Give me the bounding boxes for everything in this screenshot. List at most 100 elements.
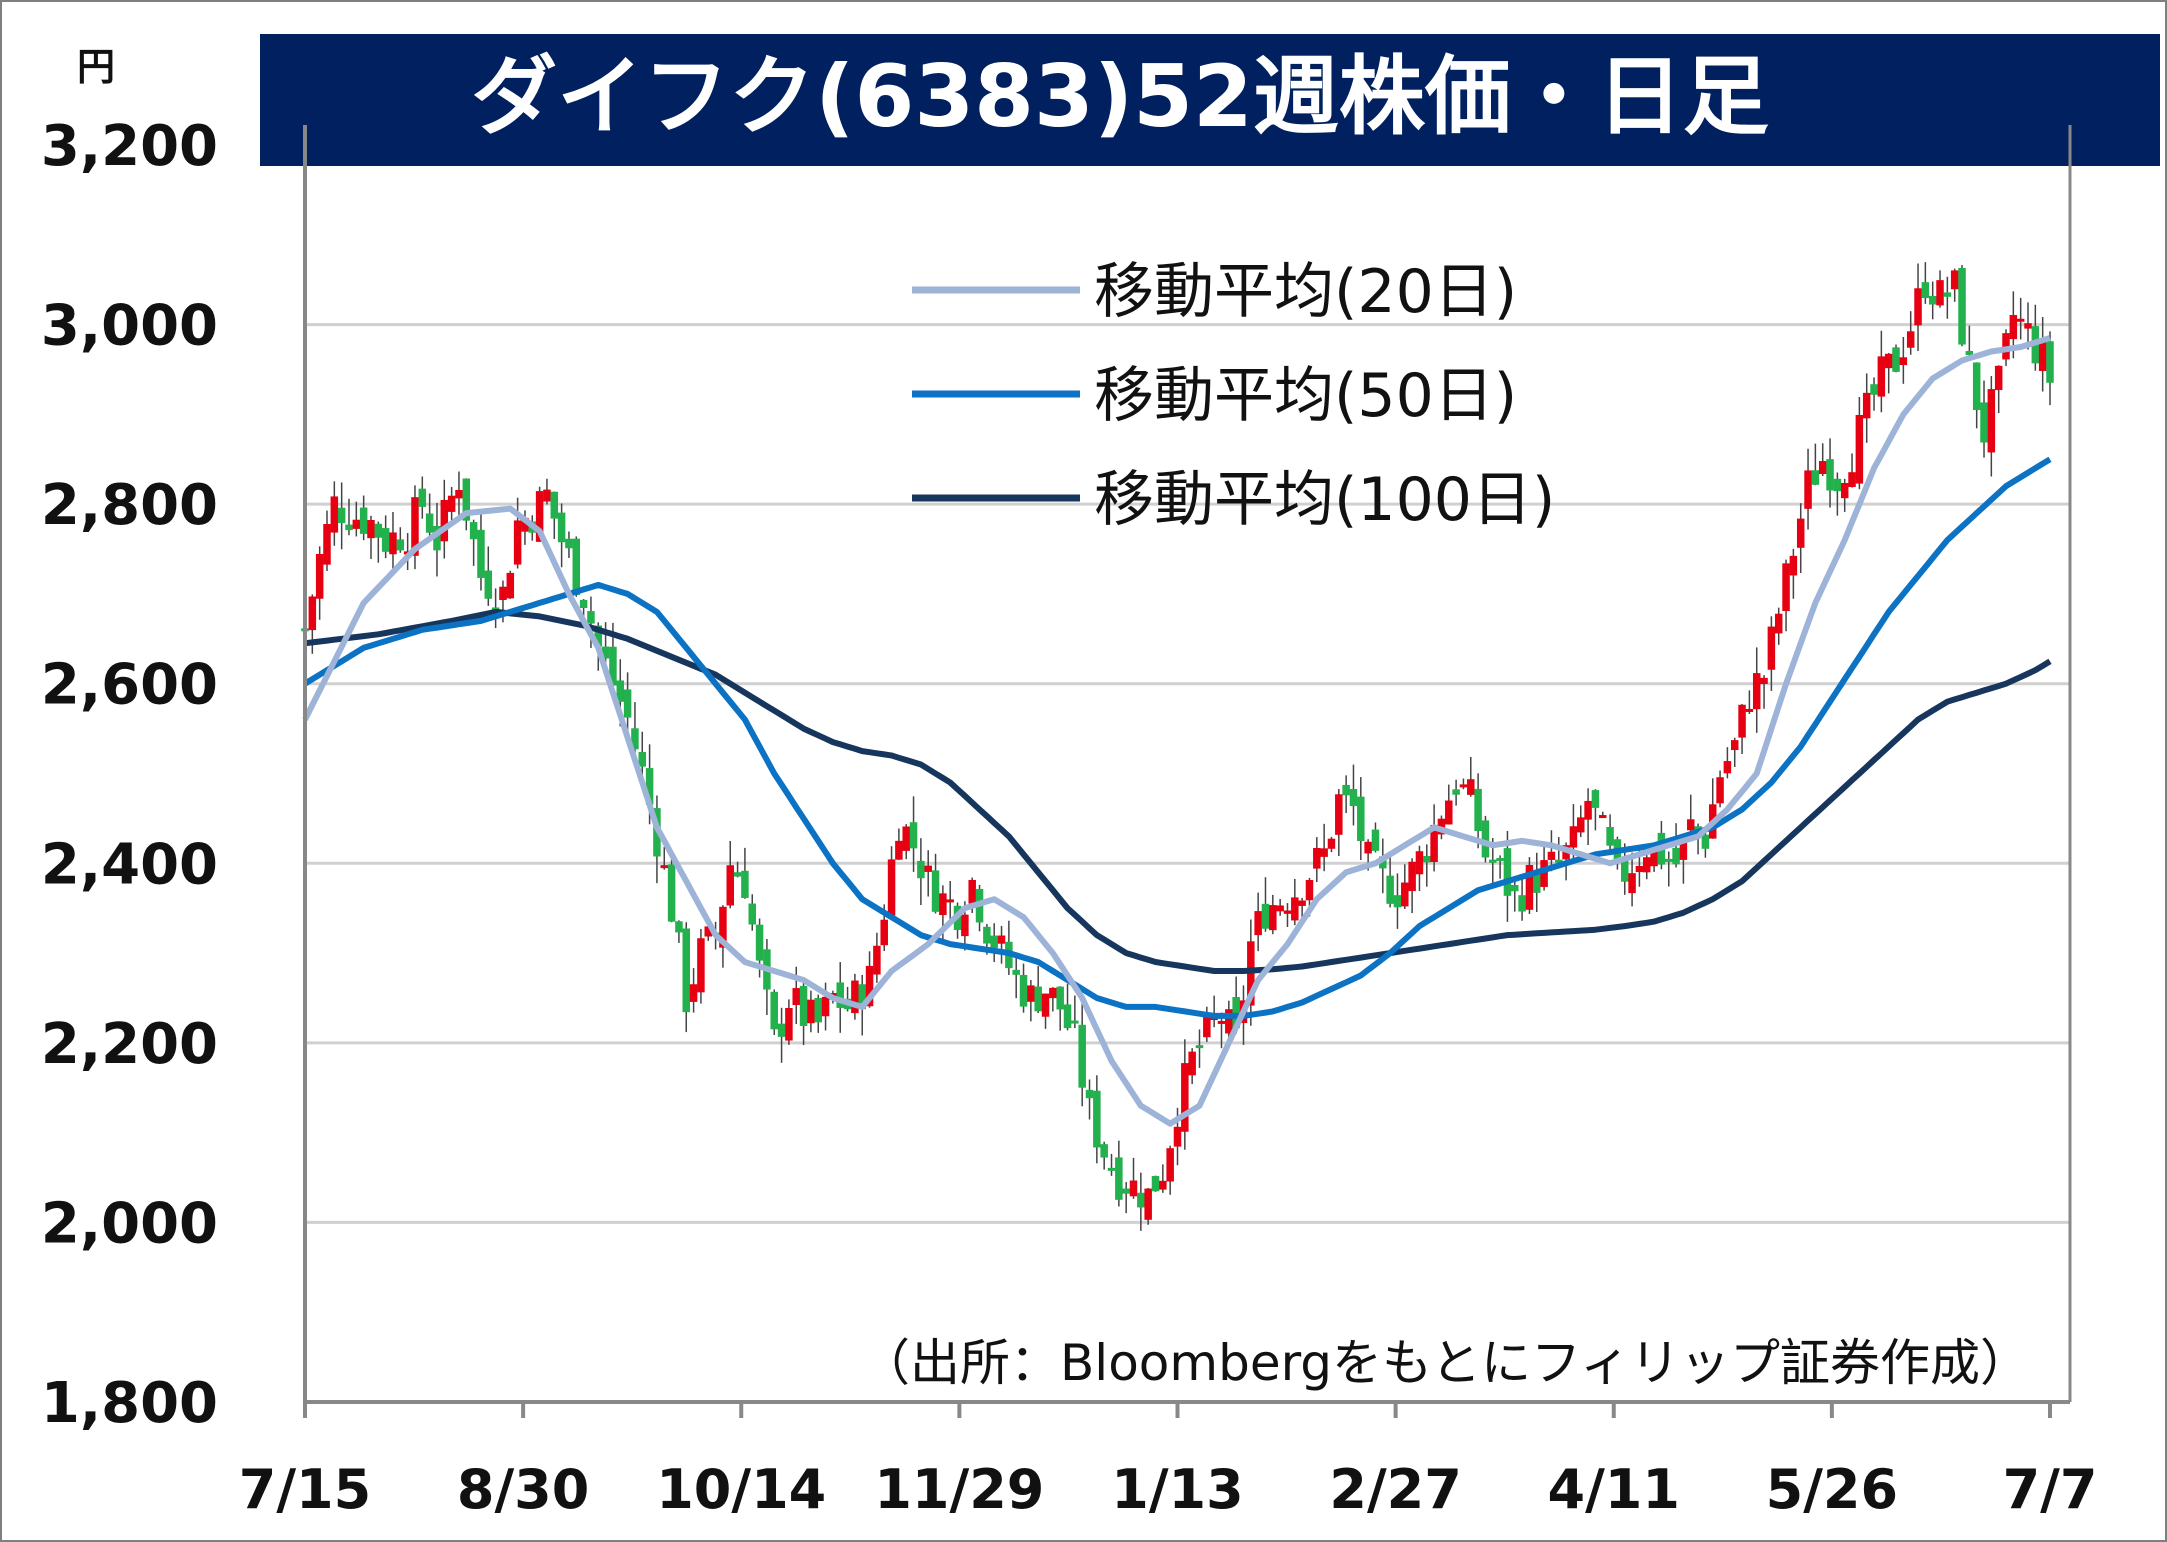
candle-body — [521, 517, 529, 532]
candle-body — [535, 491, 544, 542]
candle-body — [1144, 1188, 1152, 1220]
candle-body — [1027, 985, 1035, 1002]
candle-body — [638, 751, 647, 767]
candle-body — [1019, 974, 1028, 1007]
candle-body — [469, 522, 478, 540]
candle-body — [1129, 1180, 1138, 1197]
candle-body — [1921, 282, 1930, 299]
candle-body — [851, 980, 859, 1014]
candle-body — [1049, 987, 1057, 999]
y-tick-label: 2,000 — [41, 1191, 218, 1256]
moving-average-lines — [302, 335, 2052, 1127]
y-tick-label: 2,400 — [41, 832, 218, 897]
legend: 移動平均(20日) 移動平均(50日) 移動平均(100日) — [912, 257, 1555, 535]
candle-body — [359, 507, 368, 534]
candle-body — [1166, 1148, 1174, 1182]
candle-body — [807, 999, 815, 1024]
candle-body — [902, 826, 910, 851]
candle-body — [506, 572, 515, 599]
candle-body — [990, 935, 998, 949]
candle-body — [1789, 555, 1798, 576]
candle-body — [1642, 857, 1651, 873]
candle-body — [550, 491, 559, 519]
ma100-line — [304, 608, 2052, 974]
candle-body — [1071, 1020, 1079, 1024]
candle-body — [785, 1008, 793, 1041]
candle-body — [1906, 331, 1915, 348]
candle-body — [1840, 482, 1849, 499]
x-tick-label: 7/7 — [2003, 1458, 2098, 1521]
candle-body — [1342, 784, 1350, 796]
candle-body — [1738, 704, 1746, 738]
candle-body — [1796, 518, 1805, 548]
y-tick-label: 3,200 — [41, 114, 218, 179]
candle-body — [1606, 826, 1614, 846]
candle-body — [1745, 708, 1754, 712]
candle-body — [1855, 414, 1864, 484]
candle-body — [755, 924, 764, 961]
candle-body — [367, 519, 375, 539]
candle-body — [330, 496, 339, 533]
candle-body — [961, 914, 969, 937]
candle-body — [1518, 895, 1526, 912]
candle-body — [477, 529, 485, 578]
candle-body — [1489, 859, 1497, 863]
candle-body — [1386, 875, 1394, 904]
candle-body — [689, 984, 698, 1002]
candle-body — [1811, 470, 1820, 485]
candle-body — [484, 570, 493, 599]
candle-body — [858, 984, 866, 1010]
candle-body — [462, 478, 471, 521]
candle-body — [1672, 847, 1680, 865]
candle-body — [1173, 1126, 1182, 1147]
candle-body — [1379, 856, 1387, 869]
candle-body — [939, 893, 947, 916]
candle-body — [1371, 829, 1380, 851]
candle-body — [1701, 834, 1710, 849]
candle-body — [682, 928, 691, 1013]
candle-body — [1034, 986, 1042, 1012]
candle-body — [1188, 1051, 1196, 1076]
candle-body — [1525, 864, 1534, 910]
candle-body — [499, 586, 507, 601]
candle-body — [1041, 993, 1050, 1017]
candle-body — [1730, 740, 1739, 751]
candle-body — [660, 865, 669, 869]
candle-body — [2009, 315, 2018, 340]
chart-title: ダイフク(6383)52週株価・日足 — [471, 47, 1769, 147]
candle-body — [418, 488, 427, 507]
candle-body — [799, 985, 808, 1026]
candle-body — [1899, 357, 1908, 366]
x-tick-labels: 7/15 8/30 10/14 11/29 1/13 2/27 4/11 5/26 7/7 — [239, 1458, 2098, 1521]
candle-body — [1225, 1009, 1233, 1034]
candle-body — [1547, 851, 1556, 860]
legend-label: 移動平均(50日) — [1094, 361, 1517, 431]
y-tick-label: 1,800 — [41, 1371, 218, 1436]
candle-body — [1635, 865, 1644, 873]
candle-body — [323, 524, 331, 565]
candle-body — [865, 965, 874, 1007]
candle-body — [1591, 790, 1600, 808]
candle-body — [609, 646, 617, 686]
candle-body — [1972, 362, 1981, 411]
candle-body — [1760, 677, 1768, 684]
candle-body — [587, 611, 595, 624]
x-tick-label: 7/15 — [239, 1458, 371, 1521]
candle-body — [1628, 873, 1636, 894]
candle-body — [1063, 1004, 1072, 1029]
candle-body — [1818, 461, 1827, 475]
ma50-line — [303, 456, 2052, 1019]
candle-body — [1848, 472, 1856, 488]
y-tick-label: 2,800 — [41, 473, 218, 538]
y-tick-label: 3,000 — [41, 294, 218, 359]
candle-body — [1503, 848, 1512, 896]
candle-body — [1555, 859, 1563, 863]
candle-body — [1408, 861, 1416, 892]
candle-body — [1467, 779, 1475, 795]
candle-body — [1357, 796, 1365, 841]
candle-body — [770, 991, 778, 1030]
y-tick-label: 2,600 — [41, 653, 218, 718]
y-tick-label: 2,200 — [41, 1012, 218, 1077]
candle-body — [1686, 819, 1695, 831]
